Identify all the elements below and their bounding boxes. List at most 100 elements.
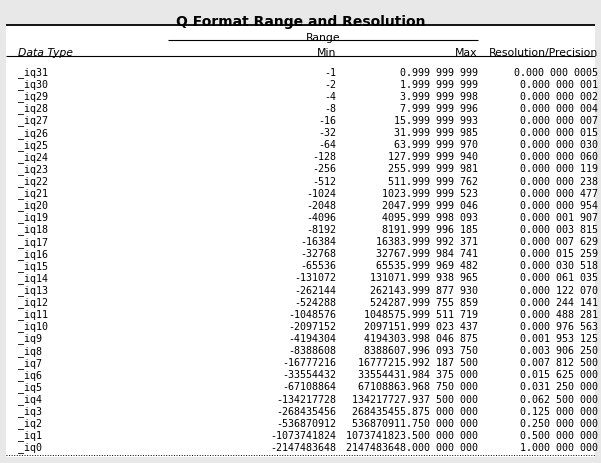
Text: -524288: -524288	[294, 298, 337, 308]
Text: -64: -64	[319, 140, 337, 150]
Text: 16777215.992 187 500: 16777215.992 187 500	[358, 358, 478, 368]
Text: 0.001 953 125: 0.001 953 125	[520, 334, 598, 344]
Text: -2048: -2048	[307, 201, 337, 211]
Text: 0.000 000 001: 0.000 000 001	[520, 80, 598, 90]
Text: -1024: -1024	[307, 189, 337, 199]
Text: 1048575.999 511 719: 1048575.999 511 719	[364, 310, 478, 320]
Text: 0.125 000 000: 0.125 000 000	[520, 407, 598, 417]
Text: Resolution/Precision: Resolution/Precision	[489, 48, 598, 58]
Text: 0.000 007 629: 0.000 007 629	[520, 237, 598, 247]
Text: 4194303.998 046 875: 4194303.998 046 875	[364, 334, 478, 344]
Text: _iq25: _iq25	[18, 140, 48, 150]
Text: -16384: -16384	[300, 237, 337, 247]
Text: 2147483648.000 000 000: 2147483648.000 000 000	[346, 443, 478, 453]
Text: -2097152: -2097152	[288, 322, 337, 332]
Text: 0.000 000 060: 0.000 000 060	[520, 152, 598, 163]
Text: 262143.999 877 930: 262143.999 877 930	[370, 286, 478, 295]
Text: 63.999 999 970: 63.999 999 970	[394, 140, 478, 150]
Text: 1023.999 999 523: 1023.999 999 523	[382, 189, 478, 199]
Text: _iq21: _iq21	[18, 188, 48, 199]
Text: _iq15: _iq15	[18, 261, 48, 272]
Text: 524287.999 755 859: 524287.999 755 859	[370, 298, 478, 308]
Text: 8388607.996 093 750: 8388607.996 093 750	[364, 346, 478, 356]
Text: 0.000 001 907: 0.000 001 907	[520, 213, 598, 223]
Text: _iq1: _iq1	[18, 431, 42, 441]
Text: -256: -256	[313, 164, 337, 175]
Text: -2: -2	[325, 80, 337, 90]
Text: Q Format Range and Resolution: Q Format Range and Resolution	[175, 15, 426, 29]
Text: 0.000 000 004: 0.000 000 004	[520, 104, 598, 114]
Text: 131071.999 938 965: 131071.999 938 965	[370, 274, 478, 283]
Text: -4096: -4096	[307, 213, 337, 223]
Text: 15.999 999 993: 15.999 999 993	[394, 116, 478, 126]
Text: _iq5: _iq5	[18, 382, 42, 393]
Text: 0.000 000 238: 0.000 000 238	[520, 176, 598, 187]
Text: _iq26: _iq26	[18, 128, 48, 138]
Text: 511.999 999 762: 511.999 999 762	[388, 176, 478, 187]
Text: 0.062 500 000: 0.062 500 000	[520, 394, 598, 405]
Text: -32: -32	[319, 128, 337, 138]
Text: _iq2: _iq2	[18, 419, 42, 429]
Text: -4: -4	[325, 92, 337, 102]
Text: 0.003 906 250: 0.003 906 250	[520, 346, 598, 356]
Text: 0.000 000 015: 0.000 000 015	[520, 128, 598, 138]
Text: 0.000 000 477: 0.000 000 477	[520, 189, 598, 199]
Text: 1.999 999 999: 1.999 999 999	[400, 80, 478, 90]
Text: _iq13: _iq13	[18, 285, 48, 296]
Text: 16383.999 992 371: 16383.999 992 371	[376, 237, 478, 247]
Text: 0.000 488 281: 0.000 488 281	[520, 310, 598, 320]
Text: -134217728: -134217728	[276, 394, 337, 405]
Text: -2147483648: -2147483648	[270, 443, 337, 453]
Text: -33554432: -33554432	[282, 370, 337, 380]
Text: Range: Range	[306, 33, 340, 44]
Text: 2097151.999 023 437: 2097151.999 023 437	[364, 322, 478, 332]
Text: 32767.999 984 741: 32767.999 984 741	[376, 249, 478, 259]
Text: _iq24: _iq24	[18, 152, 48, 163]
Text: 0.000 000 0005: 0.000 000 0005	[514, 68, 598, 78]
Text: -262144: -262144	[294, 286, 337, 295]
Text: _iq31: _iq31	[18, 67, 48, 78]
Text: 0.015 625 000: 0.015 625 000	[520, 370, 598, 380]
Text: -1048576: -1048576	[288, 310, 337, 320]
Text: 65535.999 969 482: 65535.999 969 482	[376, 261, 478, 271]
Text: -8192: -8192	[307, 225, 337, 235]
Text: -65536: -65536	[300, 261, 337, 271]
Text: 268435455.875 000 000: 268435455.875 000 000	[352, 407, 478, 417]
Text: -4194304: -4194304	[288, 334, 337, 344]
Text: _iq7: _iq7	[18, 358, 42, 369]
Text: 7.999 999 996: 7.999 999 996	[400, 104, 478, 114]
Text: -512: -512	[313, 176, 337, 187]
Text: -128: -128	[313, 152, 337, 163]
Text: _iq23: _iq23	[18, 164, 48, 175]
Text: -32768: -32768	[300, 249, 337, 259]
Text: 134217727.937 500 000: 134217727.937 500 000	[352, 394, 478, 405]
Text: -131072: -131072	[294, 274, 337, 283]
Text: 0.000 000 002: 0.000 000 002	[520, 92, 598, 102]
Text: _iq10: _iq10	[18, 321, 48, 332]
Text: 0.007 812 500: 0.007 812 500	[520, 358, 598, 368]
Text: 0.000 000 954: 0.000 000 954	[520, 201, 598, 211]
Text: 31.999 999 985: 31.999 999 985	[394, 128, 478, 138]
Text: _iq29: _iq29	[18, 91, 48, 102]
Text: 67108863.968 750 000: 67108863.968 750 000	[358, 382, 478, 393]
Text: _iq30: _iq30	[18, 79, 48, 90]
Text: _iq3: _iq3	[18, 406, 42, 417]
Text: -8388608: -8388608	[288, 346, 337, 356]
Text: 8191.999 996 185: 8191.999 996 185	[382, 225, 478, 235]
Text: 0.000 000 007: 0.000 000 007	[520, 116, 598, 126]
Text: _iq20: _iq20	[18, 200, 48, 211]
Text: _iq11: _iq11	[18, 309, 48, 320]
Text: 1.000 000 000: 1.000 000 000	[520, 443, 598, 453]
Text: -268435456: -268435456	[276, 407, 337, 417]
Text: -16777216: -16777216	[282, 358, 337, 368]
Text: Min: Min	[317, 48, 337, 58]
Text: 536870911.750 000 000: 536870911.750 000 000	[352, 419, 478, 429]
Text: _iq6: _iq6	[18, 370, 42, 381]
Text: 0.000 061 035: 0.000 061 035	[520, 274, 598, 283]
Text: 2047.999 999 046: 2047.999 999 046	[382, 201, 478, 211]
Text: _iq0: _iq0	[18, 443, 42, 453]
Text: _iq16: _iq16	[18, 249, 48, 260]
Text: _iq12: _iq12	[18, 297, 48, 308]
Text: _iq27: _iq27	[18, 116, 48, 126]
Text: 1073741823.500 000 000: 1073741823.500 000 000	[346, 431, 478, 441]
